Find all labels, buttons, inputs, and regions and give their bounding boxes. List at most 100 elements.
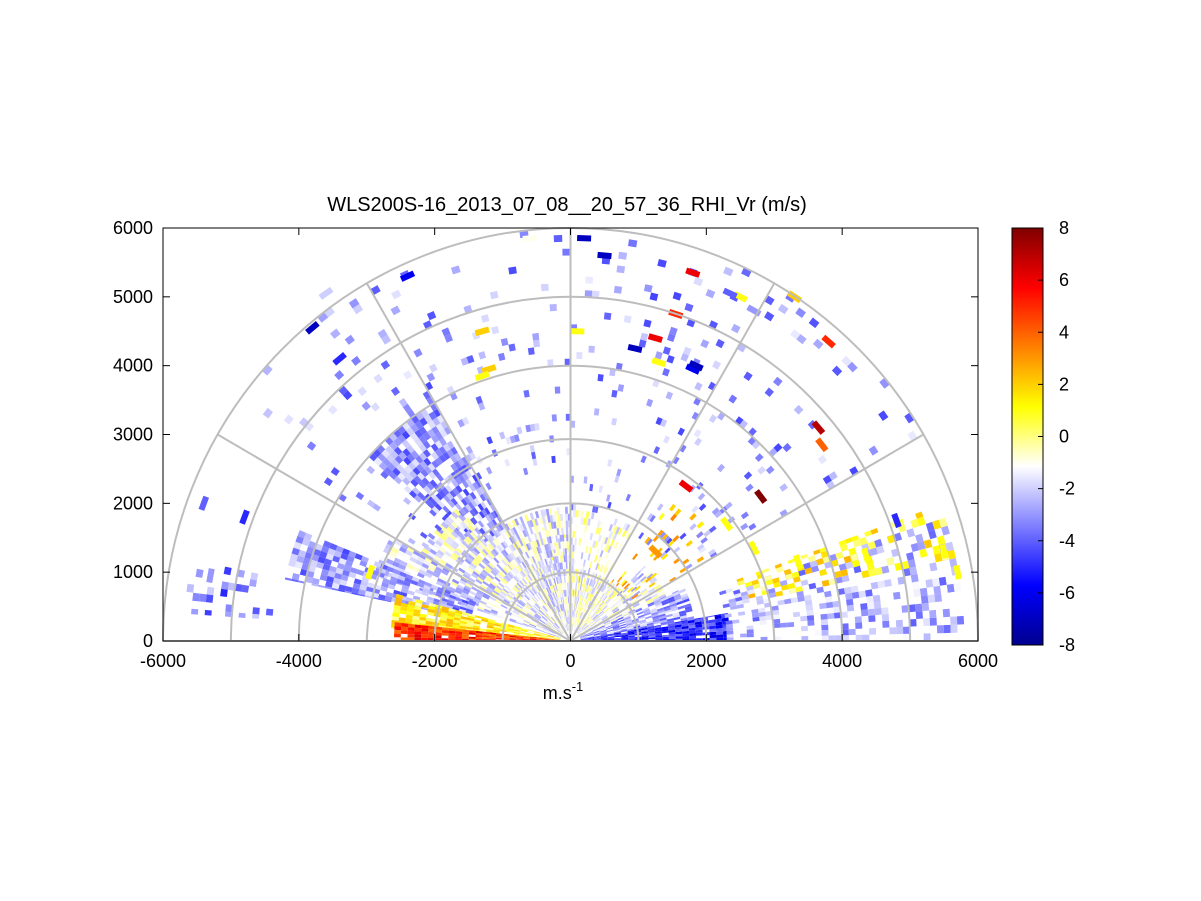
velocity-cell [929, 609, 937, 619]
velocity-cell [473, 597, 481, 603]
velocity-cell [679, 612, 687, 617]
velocity-cell [490, 570, 497, 577]
velocity-cell [402, 581, 411, 587]
velocity-cell [465, 536, 473, 543]
velocity-cell [935, 560, 945, 571]
velocity-cell [575, 610, 578, 618]
velocity-cell [645, 571, 652, 578]
velocity-cell [523, 638, 530, 640]
velocity-cell [715, 618, 723, 623]
velocity-cell [667, 622, 675, 625]
velocity-cell [441, 327, 451, 337]
velocity-cell [393, 589, 401, 596]
velocity-cell [595, 582, 600, 589]
velocity-cell [410, 450, 419, 459]
velocity-cell [442, 567, 450, 573]
velocity-cell [526, 550, 532, 558]
velocity-cell [580, 517, 584, 525]
velocity-cell [428, 590, 437, 596]
velocity-cell [531, 597, 537, 603]
velocity-cell [507, 564, 513, 570]
velocity-cell [516, 564, 522, 572]
velocity-cell [572, 617, 575, 624]
velocity-cell [607, 613, 615, 618]
velocity-cell [589, 611, 595, 618]
velocity-cell [520, 570, 526, 577]
velocity-cell [461, 636, 469, 639]
velocity-cell [649, 576, 656, 583]
velocity-cell [482, 492, 489, 500]
velocity-cell [384, 599, 392, 603]
velocity-cell [726, 630, 734, 635]
velocity-cell [468, 599, 476, 605]
velocity-cell [772, 577, 780, 584]
velocity-cell [471, 560, 479, 567]
velocity-cell [423, 414, 433, 424]
velocity-cell [357, 386, 367, 397]
velocity-cell [481, 509, 488, 517]
velocity-cell [559, 555, 563, 563]
velocity-cell [451, 552, 459, 559]
velocity-cell [538, 609, 545, 615]
velocity-cell [331, 587, 339, 591]
velocity-cell [801, 625, 808, 632]
velocity-cell [559, 619, 563, 626]
velocity-cell [469, 551, 477, 559]
velocity-cell [841, 575, 850, 583]
velocity-cell [241, 584, 250, 593]
velocity-cell [321, 545, 330, 554]
velocity-cell [606, 599, 612, 605]
velocity-cell [828, 635, 836, 641]
velocity-cell [639, 622, 647, 626]
velocity-cell [694, 617, 702, 620]
velocity-cell [821, 630, 829, 636]
velocity-cell [358, 589, 366, 596]
velocity-cell [489, 632, 497, 635]
velocity-cell [801, 636, 809, 641]
velocity-cell [581, 622, 587, 629]
velocity-cell [679, 444, 687, 453]
velocity-cell [602, 566, 607, 574]
x-tick-label: 6000 [958, 651, 998, 671]
velocity-cell [538, 591, 544, 598]
velocity-cell [440, 597, 449, 603]
velocity-cell [578, 630, 584, 635]
velocity-cell [524, 514, 530, 522]
velocity-cell [403, 485, 413, 494]
velocity-cell [675, 633, 683, 637]
velocity-cell [480, 584, 487, 590]
velocity-cell [462, 480, 469, 489]
velocity-cell [265, 608, 274, 616]
velocity-cell [587, 637, 594, 639]
velocity-cell [572, 551, 575, 559]
velocity-cell [556, 542, 559, 550]
velocity-cell [585, 518, 589, 526]
velocity-cell [542, 628, 549, 632]
velocity-cell [332, 555, 341, 563]
velocity-cell [688, 630, 696, 634]
velocity-cell [611, 606, 618, 612]
velocity-cell [662, 634, 669, 638]
velocity-cell [445, 623, 453, 628]
velocity-cell [434, 440, 443, 449]
velocity-cell [578, 510, 582, 518]
velocity-cell [461, 589, 470, 595]
velocity-cell [586, 632, 593, 636]
velocity-cell [667, 625, 675, 629]
velocity-cell [454, 460, 462, 469]
velocity-cell [397, 472, 406, 481]
velocity-cell [678, 588, 686, 594]
velocity-cell [476, 576, 484, 583]
velocity-cell [529, 444, 535, 453]
velocity-cell [593, 588, 598, 596]
velocity-cell [514, 518, 520, 526]
velocity-cell [448, 628, 456, 632]
velocity-cell [588, 586, 593, 594]
velocity-cell [550, 543, 554, 551]
velocity-cell [587, 638, 595, 640]
velocity-cell [665, 391, 674, 400]
velocity-cell [502, 540, 509, 548]
velocity-cell [599, 584, 605, 592]
velocity-point [198, 495, 210, 511]
velocity-cell [561, 576, 564, 584]
